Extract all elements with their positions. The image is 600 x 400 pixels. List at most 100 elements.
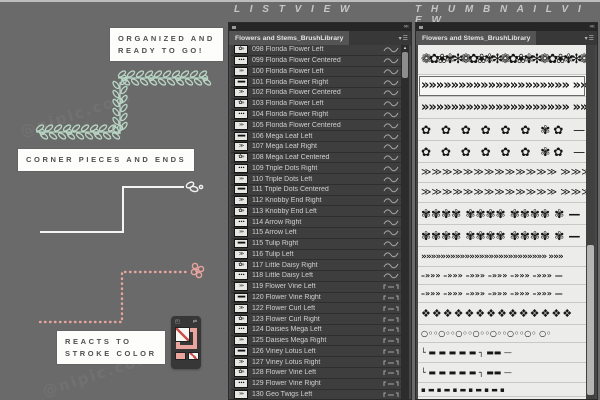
brush-thumbnail-row[interactable]: »»»»»»»»»»»»»»»»»»»» »»» — [418,97,586,119]
panel-titlebar[interactable]: «« [416,23,597,31]
tabrow-spacer [536,31,581,45]
list-scrollbar-thumb[interactable] [402,52,408,78]
brush-thumbnail-row[interactable]: ≫≫≫≫≫≫≫≫≫≫≫≫≫ ≫≫≫ [418,163,586,183]
brush-name: 105 Florida Flower Centered [252,121,341,129]
tab-brush-library[interactable]: Flowers and Stems_BrushLibrary [229,31,350,45]
none-button [188,352,199,360]
brush-list-item[interactable]: »» 115 Arrow Left [231,228,401,239]
brush-name: 115 Arrow Left [252,229,297,237]
art-brush-type-icon [383,47,399,53]
panel-menu-icon[interactable]: ▾ ☰ [584,35,594,42]
brush-name: 124 Daisies Mega Left [252,326,322,334]
brush-list-item[interactable]: ✿» 108 Mega Leaf Centered [231,153,401,164]
brush-list-item[interactable]: ≫ 102 Florida Flower Centered [231,88,401,99]
brush-thumbnail-icon: »» [234,389,248,399]
brush-list-item[interactable]: ✿» 098 Florida Flower Left [231,45,401,56]
brush-list-item[interactable]: ▬▬ 126 Viney Lotus Left [231,346,401,358]
collapse-panel-icon[interactable]: «« [589,24,595,30]
vine-corner-sample [35,70,212,140]
brush-thumbnail-icon: ≫ [234,303,248,313]
brush-list-item[interactable]: ✿» 113 Knobby End Left [231,206,401,218]
brush-list-item[interactable]: ✿» 128 Flower Vine Left [231,368,401,379]
panel-menu-icon[interactable]: ▾ ☰ [398,35,408,42]
callout-organized-line2: READY TO GO! [118,45,204,55]
callout-organized: ORGANIZED AND READY TO GO! [110,28,223,62]
brush-list-item[interactable]: ▬▬ 120 Flower Vine Right [231,292,401,304]
brush-list-item[interactable]: ✿» 103 Florida Flower Left [231,99,401,110]
swap-fill-stroke-icon: ⇄ [192,319,197,325]
brush-list-item[interactable]: »» 100 Florida Flower Left [231,66,401,78]
brush-list-item[interactable]: ∙∙∙ 124 Daisies Mega Left [231,325,401,336]
brush-thumbnail-row[interactable]: ❖❖❖❖❖❖❖❖❖❖❖❖❖❖ [418,303,586,325]
brush-name: 099 Florida Flower Centered [252,57,341,65]
thumbnail-scrollbar-thumb[interactable] [587,245,594,395]
art-brush-type-icon [383,112,399,118]
brush-list-item[interactable]: ▬▬ 111 Triple Dots Centered [231,185,401,196]
brush-thumbnail-icon: ▬▬ [234,185,248,195]
brush-thumbnail-row[interactable]: ≫≫≫≫≫≫≫≫≫≫≫≫≫ ≫≫≫ [418,183,586,203]
pattern-brush-type-icon [383,392,399,397]
brush-thumbnail-row[interactable]: └ ▬ ▬ ▬ ▬ ▬ ┐ ▬▬ — [418,363,586,383]
brush-list-item[interactable]: »» 125 Daisies Mega Right [231,336,401,347]
brush-name: 118 Little Daisy Left [252,272,313,280]
brush-list-item[interactable]: »» 110 Triple Dots Left [231,174,401,185]
brush-name: 112 Knobby End Right [252,197,322,205]
brush-list-item[interactable]: »» 130 Geo Twigs Left [231,389,401,400]
brush-thumbnail-icon: ▬▬ [234,292,248,302]
brush-list-item[interactable]: ≫ 127 Viney Lotus Right [231,357,401,368]
brush-list-item[interactable]: ▬▬ 115 Tulip Right [231,239,401,250]
brush-thumbnail-row[interactable]: ✾✾✾✾ ✾✾✾✾ ✾✾✾✾ ✾ — [418,203,586,225]
brush-thumbnail-row[interactable]: –»»» –»»» –»»» –»»» –»»» –»»» — [418,285,586,303]
brush-name: 117 Little Daisy Right [252,261,318,269]
brush-thumbnail-row[interactable]: └ ▬ ▬ ▬ ▬ ▬ ┐ ▬▬ — [418,343,586,363]
brush-list-item[interactable]: ≫ 112 Knobby End Right [231,196,401,207]
brush-thumbnail-row[interactable]: ○◦◦○◦◦○◦◦○◦◦○◦◦○◦◦○◦ ○◦ [418,325,586,343]
panel-titlebar[interactable]: «« [229,23,411,31]
art-brush-type-icon [383,209,399,215]
brush-name: 109 Triple Dots Right [252,164,318,172]
brush-list-item[interactable]: ∙∙∙ 104 Florida Flower Right [231,109,401,121]
scroll-up-icon[interactable]: ▴ [403,45,407,51]
brush-thumbnail-row[interactable]: »»»»»»»»»»»»»»»»»»»» »»» — [418,75,586,97]
pattern-brush-type-icon [383,360,399,365]
brush-thumbnail-icon: ∙∙∙ [234,56,248,66]
brush-thumbnail-row[interactable]: –»»» –»»» –»»» –»»» –»»» –»»» — [418,267,586,285]
brush-list-item[interactable]: »» 105 Florida Flower Centered [231,120,401,132]
brush-thumbnails: ❁✿❀✾✻❁✿❀✾✻❁✿❀✾✻❁✿❀✾✻❁✿❀✾✻❁✿❀»»»»»»»»»»»»… [418,45,586,399]
brush-list-item[interactable]: ≫ 116 Tulip Left [231,249,401,261]
brush-thumbnail-row[interactable]: ❁✿❀✾✻❁✿❀✾✻❁✿❀✾✻❁✿❀✾✻❁✿❀✾✻❁✿❀ [418,45,586,75]
art-brush-type-icon [383,273,399,279]
brush-list-item[interactable]: ∙∙∙ 114 Arrow Right [231,217,401,229]
brush-thumbnail-icon: »» [234,336,248,346]
brush-list-item[interactable]: ∙∙∙ 129 Flower Vine Right [231,379,401,390]
brush-thumbnail-icon: ✿» [234,45,248,55]
brush-list-item[interactable]: ∙∙∙ 099 Florida Flower Centered [231,56,401,67]
brush-thumbnail-row[interactable]: ▪ ▬ ▪ ▬ ▪ ▬ ▪ ▬ ▪ ▬ ▪ [418,383,586,397]
brush-thumbnail-row[interactable]: ∙ ∙ ∙ ∙ ∙ ∙ ∙ ∙ ∙ ∙ ∙ ∙ ∙ ∙ ∙ ∙ [418,397,586,399]
brush-thumbnail-row[interactable]: ✾✾✾✾ ✾✾✾✾ ✾✾✾✾ ✾ — [418,225,586,247]
brush-list-item[interactable]: »» 119 Flower Vine Left [231,282,401,293]
collapse-panel-icon[interactable]: «« [403,24,409,30]
thumbnail-scrollbar[interactable] [586,45,595,399]
list-scrollbar[interactable]: ▴ [401,45,409,399]
brush-thumbnail-row[interactable]: »»»»»»»»»»»»»»»»»»»»»»»»»» »»» [418,247,586,267]
brush-name: 113 Knobby End Left [252,207,317,215]
brush-name: 114 Arrow Right [252,218,302,226]
brush-name: 100 Florida Flower Left [252,67,324,75]
brush-list-item[interactable]: ✿» 117 Little Daisy Right [231,260,401,272]
art-brush-type-icon [383,80,399,85]
brush-list-item[interactable]: ▬▬ 101 Florida Flower Right [231,77,401,89]
tab-brush-library[interactable]: Flowers and Stems_BrushLibrary [416,31,537,45]
brush-thumbnail-icon: ▬▬ [234,346,248,356]
brush-list-item[interactable]: ▬▬ 106 Mega Leaf Left [231,131,401,142]
art-brush-type-icon [383,230,399,236]
brush-list-item[interactable]: ≫ 107 Mega Leaf Right [231,142,401,153]
brush-list-item[interactable]: ∙∙∙ 109 Triple Dots Right [231,163,401,175]
default-swatches-icon: ◰ [175,319,180,325]
brush-list-item[interactable]: ✿» 123 Flower Curl Right [231,314,401,325]
brush-list-item[interactable]: ∙∙∙ 118 Little Daisy Left [231,271,401,282]
brush-thumbnail-row[interactable]: ✿ ✿ ✿ ✿ ✿ ✿ ✾✿ — [418,141,586,163]
pink-dotted-corner-sample [38,262,205,324]
brush-list-item[interactable]: ≫ 122 Flower Curl Left [231,303,401,315]
brush-thumbnail-row[interactable]: ✿ ✿ ✿ ✿ ✿ ✿ ✾✿ — [418,119,586,141]
